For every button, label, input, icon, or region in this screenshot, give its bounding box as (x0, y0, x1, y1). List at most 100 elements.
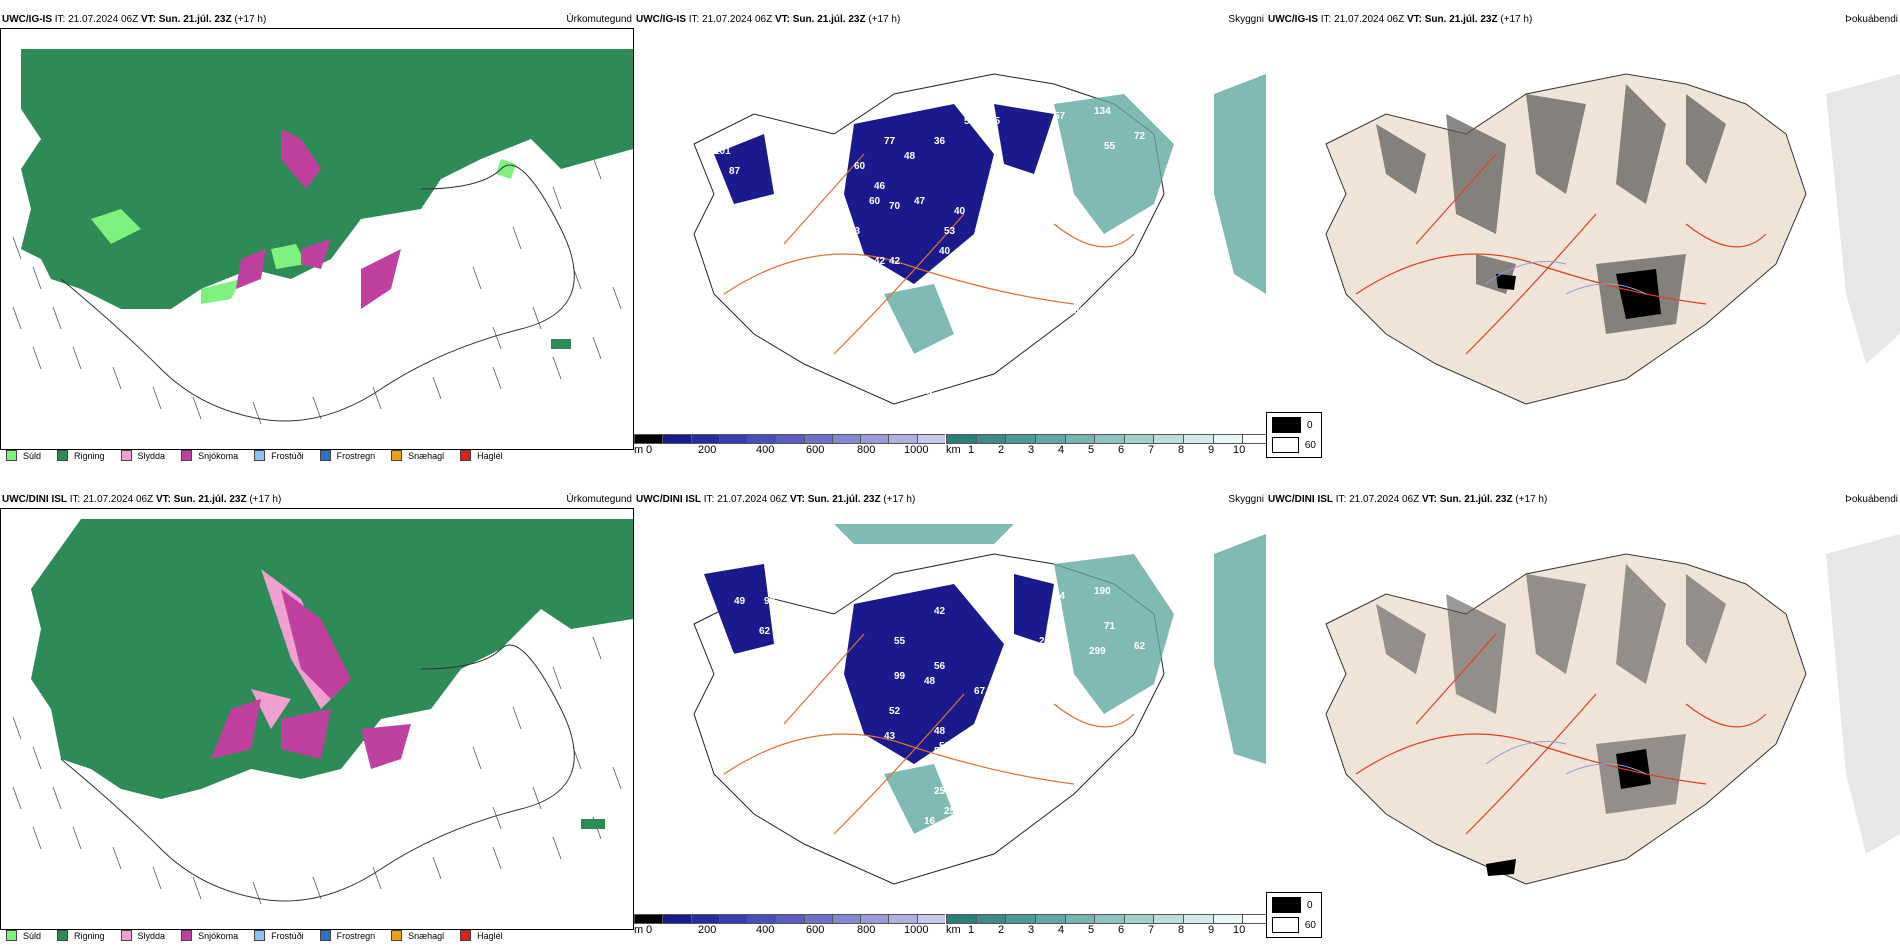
visibility-label: 299 (1089, 646, 1106, 657)
visibility-label: 50 (979, 221, 991, 232)
scale-swatch (1153, 434, 1183, 444)
visibility-label: 320 (834, 706, 851, 717)
scale-swatch (690, 434, 719, 444)
fog-legend-label: 0 (1307, 899, 1313, 911)
height-unit: m (634, 444, 644, 456)
scale-swatch (1183, 914, 1213, 924)
vt-label: VT: (1406, 14, 1422, 25)
visibility-label: 40 (939, 246, 951, 257)
legend-swatch (319, 930, 331, 941)
vt-label: VT: (774, 14, 790, 25)
panel-title: UWC/DINI ISL IT: 21.07.2024 06Z VT: Sun.… (636, 494, 915, 505)
tick-label: 800 (857, 444, 876, 456)
legend-item: Snæhagl (391, 450, 444, 461)
visibility-labels: 58 39 49 90 62 53 50 46 42 55 59 64 190 71 62 48 56 67 99 5… (684, 556, 1146, 897)
legend-item: Frostúði (254, 930, 304, 941)
panel-field-name: Skyggni (1228, 14, 1264, 25)
visibility-label: 62 (759, 626, 771, 637)
legend-label: Snæhagl (408, 450, 445, 461)
legend-swatch (181, 450, 193, 461)
visibility-label: 71 (1104, 621, 1116, 632)
legend-label: Snjókoma (198, 930, 239, 941)
legend-label: Haglél (477, 450, 503, 461)
coastline (60, 164, 575, 422)
visibility-label: 63 (754, 126, 766, 137)
visibility-label: 60 (854, 161, 866, 172)
roads (723, 633, 1135, 835)
visibility-label: 16 (924, 816, 936, 827)
lead-time: (+17 h) (883, 494, 916, 505)
visibility-label: 50 (954, 576, 966, 587)
visibility-label: 47 (914, 196, 926, 207)
visibility-label: 53 (724, 651, 736, 662)
tick-label: 6 (1118, 444, 1125, 456)
panel-title: UWC/IG-IS IT: 21.07.2024 06Z VT: Sun. 21… (636, 14, 900, 25)
visibility-label: 53 (944, 226, 956, 237)
scale-swatch (1123, 914, 1154, 924)
legend-label: Slydda (137, 450, 166, 461)
visibility-label: 96 (1079, 711, 1091, 722)
visibility-label: 4143 (819, 276, 842, 287)
tick-label: 7 (1148, 444, 1155, 456)
vt-value: Sun. 21.júl. 23Z (1424, 14, 1498, 25)
visibility-label: 58 (734, 556, 746, 567)
visibility-label: 49 (734, 596, 746, 607)
fog-map (1325, 73, 1900, 405)
scale-swatch (975, 914, 1006, 924)
scale-swatch (888, 434, 917, 444)
km-scale-ticks: km 1 2 3 4 5 6 7 8 9 10 (946, 444, 1266, 458)
vt-value: Sun. 21.júl. 23Z (173, 494, 247, 505)
tick-label: 10 (1233, 444, 1246, 456)
visibility-label: 59 (939, 741, 951, 752)
roads (1355, 153, 1767, 355)
tick-label: 2 (998, 924, 1005, 936)
legend-swatch (254, 930, 266, 941)
scale-swatch (1094, 914, 1124, 924)
visibility-label: 48 (924, 676, 936, 687)
km-scale-bar (946, 434, 1272, 444)
fog-legend-item: 60 (1272, 917, 1316, 933)
tick-label: 6 (1118, 924, 1125, 936)
fog-swatch (1272, 897, 1301, 913)
lead-time: (+17 h) (868, 14, 901, 25)
visibility-label: 70 (889, 201, 901, 212)
scale-swatch (1212, 914, 1243, 924)
fog-swatch (1272, 917, 1299, 933)
height-unit: m (634, 924, 644, 936)
precip-legend: Súld Rigning Slydda Snjókoma Frostúði Fr… (0, 930, 513, 941)
visibility-label: 48 (934, 726, 946, 737)
visibility-label: 20 (1039, 636, 1051, 647)
teal-area (884, 74, 1266, 354)
tick-label: 1 (968, 924, 975, 936)
legend-label: Rigning (74, 450, 105, 461)
fog-panel-top: UWC/IG-IS IT: 21.07.2024 06Z VT: Sun. 21… (1266, 14, 1900, 466)
visibility-label: 46 (984, 586, 996, 597)
legend-swatch (57, 930, 69, 941)
scale-swatch (662, 434, 691, 444)
tick-label: 1 (968, 444, 975, 456)
fog-swatch (1272, 417, 1301, 433)
visibility-label: 99 (894, 671, 906, 682)
scale-swatch (718, 914, 748, 924)
legend-item: Súld (6, 930, 41, 941)
legend-swatch (120, 930, 132, 941)
tick-label: 3 (1028, 444, 1035, 456)
scale-swatch (1183, 434, 1213, 444)
it-value: 21.07.2024 06Z (83, 494, 154, 505)
visibility-label: 42 (874, 256, 886, 267)
visibility-label: 97 (1044, 241, 1056, 252)
panel-title: UWC/DINI ISL IT: 21.07.2024 06Z VT: Sun.… (2, 494, 281, 505)
scale-swatch (860, 914, 889, 924)
fog-legend-item: 0 (1272, 417, 1316, 433)
offshore-fog (1826, 534, 1900, 854)
fog-legend-bottom: 0 60 (1266, 892, 1322, 938)
it-label: IT: (703, 494, 715, 505)
tick-label: 400 (756, 924, 775, 936)
legend-item: Snæhagl (391, 930, 444, 941)
scale-swatch (1034, 434, 1065, 444)
visibility-label: 190 (1094, 586, 1111, 597)
visibility-label: 169 (1014, 276, 1031, 287)
vt-value: Sun. 21.júl. 23Z (1439, 494, 1513, 505)
legend-swatch (391, 930, 403, 941)
roads (1355, 633, 1767, 835)
